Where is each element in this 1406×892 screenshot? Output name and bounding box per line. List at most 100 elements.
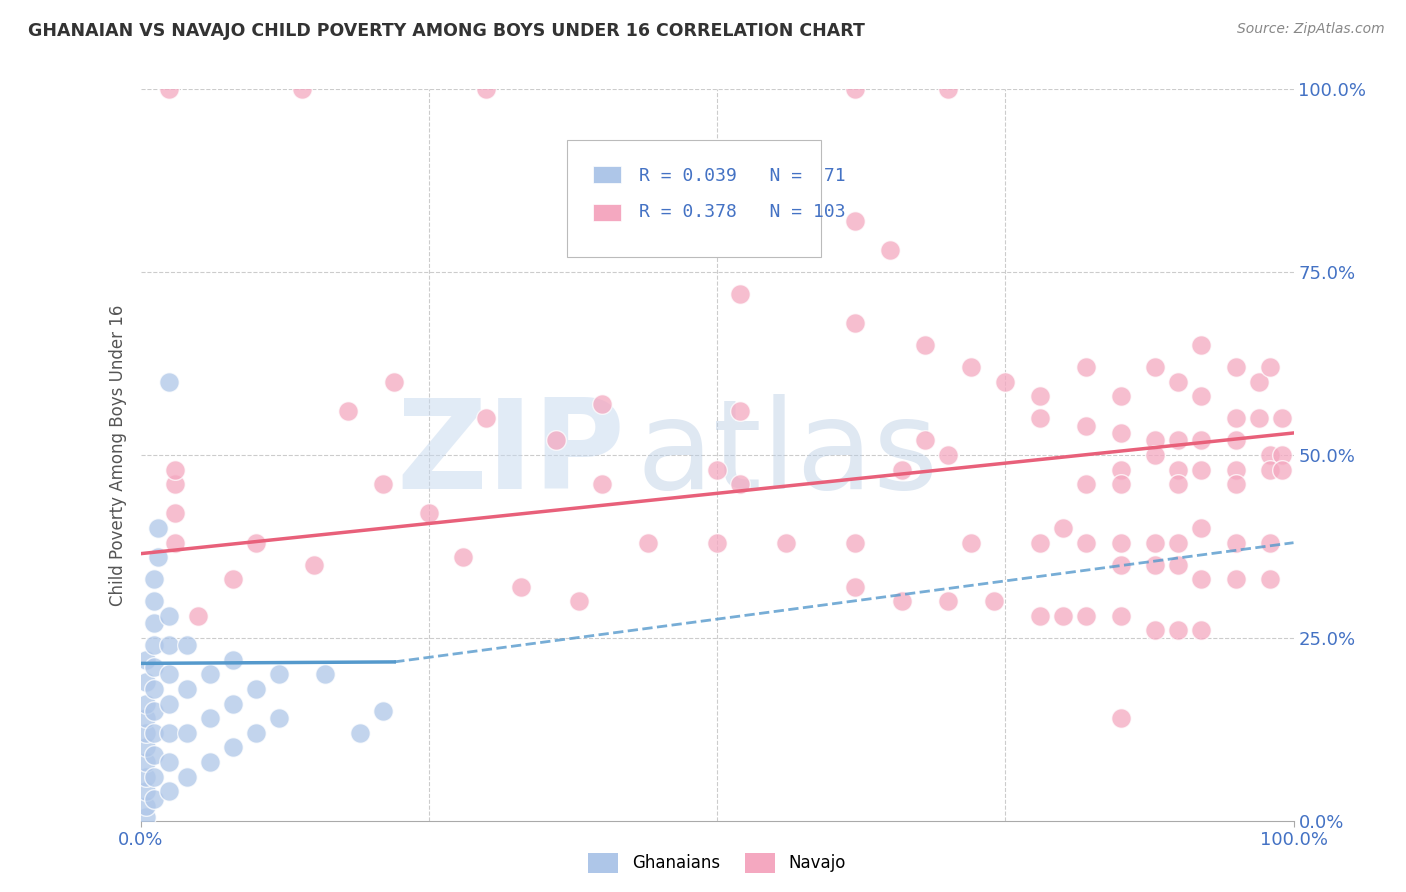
Legend: Ghanaians, Navajo: Ghanaians, Navajo — [583, 847, 851, 878]
Point — [879, 243, 901, 257]
Point — [1074, 535, 1097, 549]
Point — [1189, 434, 1212, 448]
Point — [1109, 535, 1132, 549]
Point — [135, 810, 157, 824]
Point — [1247, 375, 1270, 389]
Point — [143, 594, 166, 608]
FancyBboxPatch shape — [592, 167, 621, 183]
Point — [844, 316, 866, 330]
Point — [1167, 535, 1189, 549]
Point — [1144, 434, 1167, 448]
Text: R = 0.039   N =  71: R = 0.039 N = 71 — [638, 167, 845, 185]
Point — [1167, 462, 1189, 476]
Point — [1271, 411, 1294, 425]
Point — [1167, 434, 1189, 448]
Point — [1189, 624, 1212, 638]
Point — [1260, 535, 1282, 549]
Point — [1189, 389, 1212, 403]
Point — [1189, 572, 1212, 586]
Text: GHANAIAN VS NAVAJO CHILD POVERTY AMONG BOYS UNDER 16 CORRELATION CHART: GHANAIAN VS NAVAJO CHILD POVERTY AMONG B… — [28, 22, 865, 40]
Point — [371, 704, 394, 718]
Point — [775, 535, 797, 549]
Point — [936, 82, 959, 96]
Point — [1029, 389, 1052, 403]
Y-axis label: Child Poverty Among Boys Under 16: Child Poverty Among Boys Under 16 — [108, 304, 127, 606]
Point — [176, 681, 198, 696]
Point — [1029, 608, 1052, 623]
Point — [890, 594, 912, 608]
Point — [176, 770, 198, 784]
Point — [371, 477, 394, 491]
Point — [1109, 477, 1132, 491]
Point — [959, 360, 981, 375]
Text: atlas: atlas — [637, 394, 938, 516]
Point — [198, 755, 221, 769]
Point — [418, 507, 440, 521]
Point — [1052, 521, 1074, 535]
Point — [936, 448, 959, 462]
Point — [143, 791, 166, 805]
Point — [143, 726, 166, 740]
Point — [1144, 558, 1167, 572]
Point — [728, 477, 751, 491]
Point — [135, 799, 157, 814]
Point — [706, 462, 728, 476]
Point — [222, 697, 245, 711]
Point — [1167, 477, 1189, 491]
Point — [267, 667, 290, 681]
Point — [1189, 521, 1212, 535]
Point — [1167, 558, 1189, 572]
Point — [844, 82, 866, 96]
Point — [1260, 360, 1282, 375]
Point — [159, 375, 180, 389]
Point — [187, 608, 209, 623]
Point — [1109, 462, 1132, 476]
Point — [143, 747, 166, 762]
Point — [222, 572, 245, 586]
Point — [143, 704, 166, 718]
Point — [135, 726, 157, 740]
Point — [475, 411, 498, 425]
Point — [1029, 535, 1052, 549]
Point — [1225, 360, 1247, 375]
Point — [291, 82, 314, 96]
Point — [143, 770, 166, 784]
Point — [135, 784, 157, 798]
Point — [1109, 425, 1132, 440]
Point — [159, 667, 180, 681]
Point — [135, 755, 157, 769]
Point — [135, 697, 157, 711]
Point — [706, 535, 728, 549]
Point — [1052, 608, 1074, 623]
Point — [135, 653, 157, 667]
Point — [983, 594, 1005, 608]
Point — [1109, 389, 1132, 403]
Point — [1144, 448, 1167, 462]
Point — [637, 214, 659, 228]
FancyBboxPatch shape — [592, 204, 621, 221]
Point — [159, 82, 180, 96]
Text: Source: ZipAtlas.com: Source: ZipAtlas.com — [1237, 22, 1385, 37]
Point — [1247, 411, 1270, 425]
Point — [1225, 535, 1247, 549]
Point — [135, 740, 157, 755]
Point — [1271, 462, 1294, 476]
Point — [198, 667, 221, 681]
Point — [302, 558, 325, 572]
Point — [222, 653, 245, 667]
Point — [959, 535, 981, 549]
Point — [936, 594, 959, 608]
Point — [914, 338, 936, 352]
Point — [1109, 711, 1132, 725]
Point — [728, 404, 751, 418]
Point — [1109, 608, 1132, 623]
Point — [1144, 624, 1167, 638]
Point — [159, 755, 180, 769]
Point — [914, 434, 936, 448]
Point — [146, 521, 169, 535]
Point — [165, 477, 187, 491]
Point — [143, 616, 166, 631]
Point — [382, 375, 405, 389]
Point — [143, 660, 166, 674]
Point — [337, 404, 360, 418]
